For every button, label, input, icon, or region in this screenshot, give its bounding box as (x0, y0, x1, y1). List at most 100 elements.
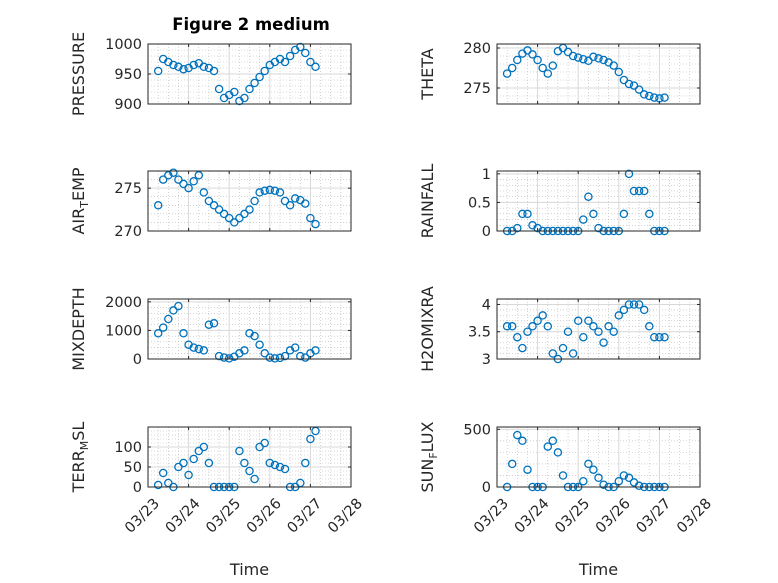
data-point (502, 69, 512, 78)
data-point (260, 186, 269, 195)
y-tick-label: 0 (482, 480, 491, 496)
data-point (589, 322, 598, 331)
y-tick-label: 1000 (105, 37, 142, 53)
data-point (507, 459, 517, 469)
y-axis-label: AIRTEMP (69, 167, 91, 234)
data-point (306, 434, 315, 444)
data-point (639, 90, 649, 99)
data-point (634, 481, 644, 491)
data-point (660, 93, 669, 102)
data-point (230, 218, 239, 227)
data-point (629, 81, 639, 90)
x-tick-label: 03/27 (634, 496, 675, 537)
data-point (579, 332, 588, 342)
data-point (645, 322, 654, 331)
data-point (235, 446, 244, 456)
data-point (306, 213, 315, 223)
axes-theta: 275 280 THETA (418, 41, 701, 105)
data-point (240, 346, 249, 355)
axes-air_temp: 270 275 AIRTEMP (69, 167, 352, 240)
axes-mixdepth: 0 1000 2000 MIXDEPTH (69, 287, 352, 371)
axes-frame (147, 170, 352, 232)
y-tick-label: 500 (463, 422, 491, 438)
x-tick-label: 03/28 (674, 496, 715, 537)
data-point (311, 219, 320, 229)
data-point (169, 168, 178, 177)
y-tick-label: 100 (114, 440, 142, 456)
data-point (543, 69, 553, 78)
y-tick-label: 950 (114, 67, 142, 83)
axes-frame (147, 298, 352, 360)
data-point (260, 349, 269, 358)
data-point (538, 311, 547, 320)
data-point (594, 473, 603, 483)
data-point (513, 332, 522, 342)
data-point (634, 186, 644, 196)
data-point (579, 215, 588, 224)
data-point (184, 470, 193, 480)
axes-frame (147, 426, 352, 488)
data-point (507, 63, 517, 73)
data-point (174, 462, 183, 472)
data-point (589, 465, 598, 474)
data-point (189, 177, 198, 186)
axes-sun_flux: 03/23 03/24 03/25 03/26 03/27 03/28 0 500 SUNFLU… (418, 421, 715, 579)
data-point (174, 62, 183, 72)
data-point (179, 458, 188, 468)
data-point (589, 209, 598, 219)
x-tick-label: 03/24 (512, 496, 553, 537)
data-point (275, 188, 285, 197)
data-point (655, 332, 664, 342)
y-tick-label: 3.5 (468, 325, 491, 341)
data-point (619, 209, 629, 219)
data-point (270, 186, 280, 195)
y-axis-label: RAINFALL (418, 164, 437, 239)
data-point (660, 332, 669, 342)
data-point (645, 209, 654, 219)
data-point (594, 327, 603, 336)
data-point (260, 66, 269, 76)
data-point (174, 175, 183, 184)
data-point (169, 60, 178, 70)
data-point (634, 300, 644, 309)
data-point (589, 52, 598, 62)
data-point (538, 63, 547, 73)
data-point (219, 209, 229, 219)
data-point (199, 442, 209, 452)
y-tick-label: 0.5 (468, 195, 491, 211)
data-point (599, 480, 608, 489)
data-point (219, 353, 229, 362)
data-point (629, 300, 639, 309)
data-point (275, 353, 285, 363)
data-point (548, 349, 558, 358)
data-point (153, 329, 163, 338)
data-point (255, 188, 264, 197)
data-point (189, 60, 198, 70)
data-point (250, 331, 259, 341)
data-point (502, 322, 512, 331)
data-point (528, 322, 537, 331)
data-point (311, 62, 320, 72)
data-point (255, 72, 264, 82)
data-point (513, 55, 522, 65)
y-axis-label: SUNFLUX (418, 421, 440, 492)
data-point (240, 93, 249, 103)
data-point (523, 465, 532, 474)
y-tick-label: 2000 (105, 295, 142, 311)
axes-frame (496, 298, 701, 360)
x-tick-label: 03/23 (471, 496, 512, 537)
data-point (153, 66, 163, 76)
data-point (189, 454, 198, 464)
data-point (214, 84, 224, 94)
data-point (573, 316, 583, 326)
data-point (624, 79, 634, 89)
axes-pressure: 900 950 1000 PRESSURE (69, 32, 352, 116)
data-point (199, 62, 209, 72)
axes-rainfall: 0 0.5 1 RAINFALL (418, 164, 701, 240)
data-point (280, 196, 290, 206)
data-point (558, 343, 568, 353)
x-tick-label: 03/26 (244, 496, 285, 537)
data-point (624, 300, 634, 309)
data-point (599, 55, 608, 65)
data-point (594, 54, 603, 63)
